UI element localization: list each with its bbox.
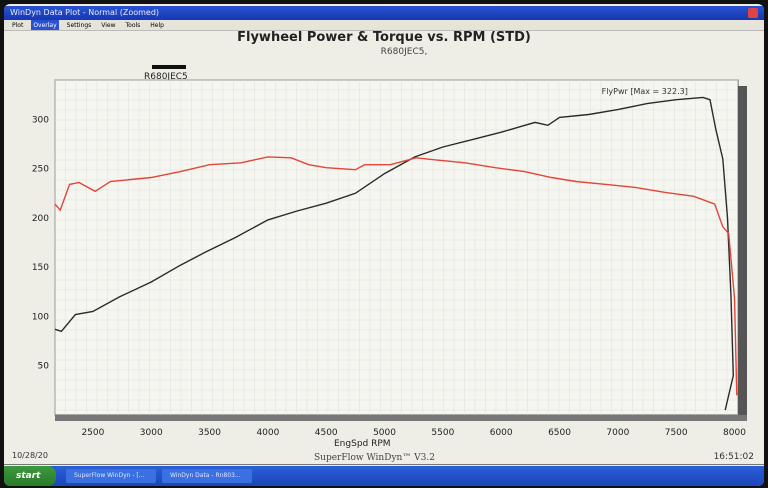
window-title: WinDyn Data Plot - Normal (Zoomed) [10, 8, 160, 17]
y-tick-label: 250 [32, 165, 49, 175]
x-tick-label: 4000 [256, 428, 279, 438]
divider [4, 464, 764, 465]
chart-plot: 2500 3000 3500 4000 4500 5000 5500 6000 6500 7000… [32, 79, 747, 438]
taskbar: start SuperFlow WinDyn - [... WinDyn Dat… [4, 466, 764, 486]
x-tick-label: 3500 [198, 428, 221, 438]
close-button[interactable] [748, 8, 758, 18]
y-tick-label: 100 [32, 312, 49, 322]
menu-settings[interactable]: Settings [66, 22, 92, 29]
scrollbar-right [738, 86, 747, 421]
scrollbar-bottom [55, 415, 747, 421]
power-series-line [54, 96, 735, 411]
taskbar-item-windyn[interactable]: SuperFlow WinDyn - [... [66, 469, 156, 483]
y-tick-label: 50 [38, 362, 50, 372]
y-tick-label: 300 [32, 115, 49, 125]
x-tick-label: 7500 [665, 428, 688, 438]
taskbar-item-data[interactable]: WinDyn Data - Rn803... [162, 469, 252, 483]
x-tick-label: 6500 [548, 428, 571, 438]
date-label: 10/28/20 [12, 451, 48, 460]
torque-series-line [54, 156, 738, 396]
window-titlebar: WinDyn Data Plot - Normal (Zoomed) [4, 6, 764, 20]
x-tick-label: 4500 [315, 428, 338, 438]
x-tick-label: 5500 [431, 428, 454, 438]
status-label: SuperFlow WinDyn™ V3.2 [314, 453, 435, 463]
menu-view[interactable]: View [101, 22, 116, 29]
x-axis-label: EngSpd RPM [334, 439, 391, 449]
menu-overlay[interactable]: Overlay [31, 20, 59, 30]
chart-subtitle: R680JEC5, [380, 47, 428, 57]
menu-plot[interactable]: Plot [12, 22, 24, 29]
legend-label: R680JEC5 [144, 72, 188, 82]
x-tick-label: 6000 [490, 428, 513, 438]
x-tick-label: 3000 [140, 428, 163, 438]
y-tick-label: 150 [32, 263, 49, 273]
chart-title: Flywheel Power & Torque vs. RPM (STD) [237, 30, 531, 45]
x-tick-label: 7000 [606, 428, 629, 438]
time-label: 16:51:02 [713, 452, 754, 462]
start-button[interactable]: start [4, 466, 56, 486]
menu-help[interactable]: Help [150, 22, 164, 29]
menu-bar: Plot Overlay Settings View Tools Help [4, 20, 764, 31]
menu-tools[interactable]: Tools [125, 22, 141, 29]
max-power-annotation: FlyPwr [Max = 322.3] [602, 87, 688, 96]
x-tick-label: 2500 [81, 428, 104, 438]
x-tick-label: 8000 [723, 428, 746, 438]
x-tick-label: 5000 [373, 428, 396, 438]
y-tick-label: 200 [32, 214, 49, 224]
screen: WinDyn Data Plot - Normal (Zoomed) Plot … [4, 4, 764, 486]
legend-swatch [152, 65, 186, 69]
